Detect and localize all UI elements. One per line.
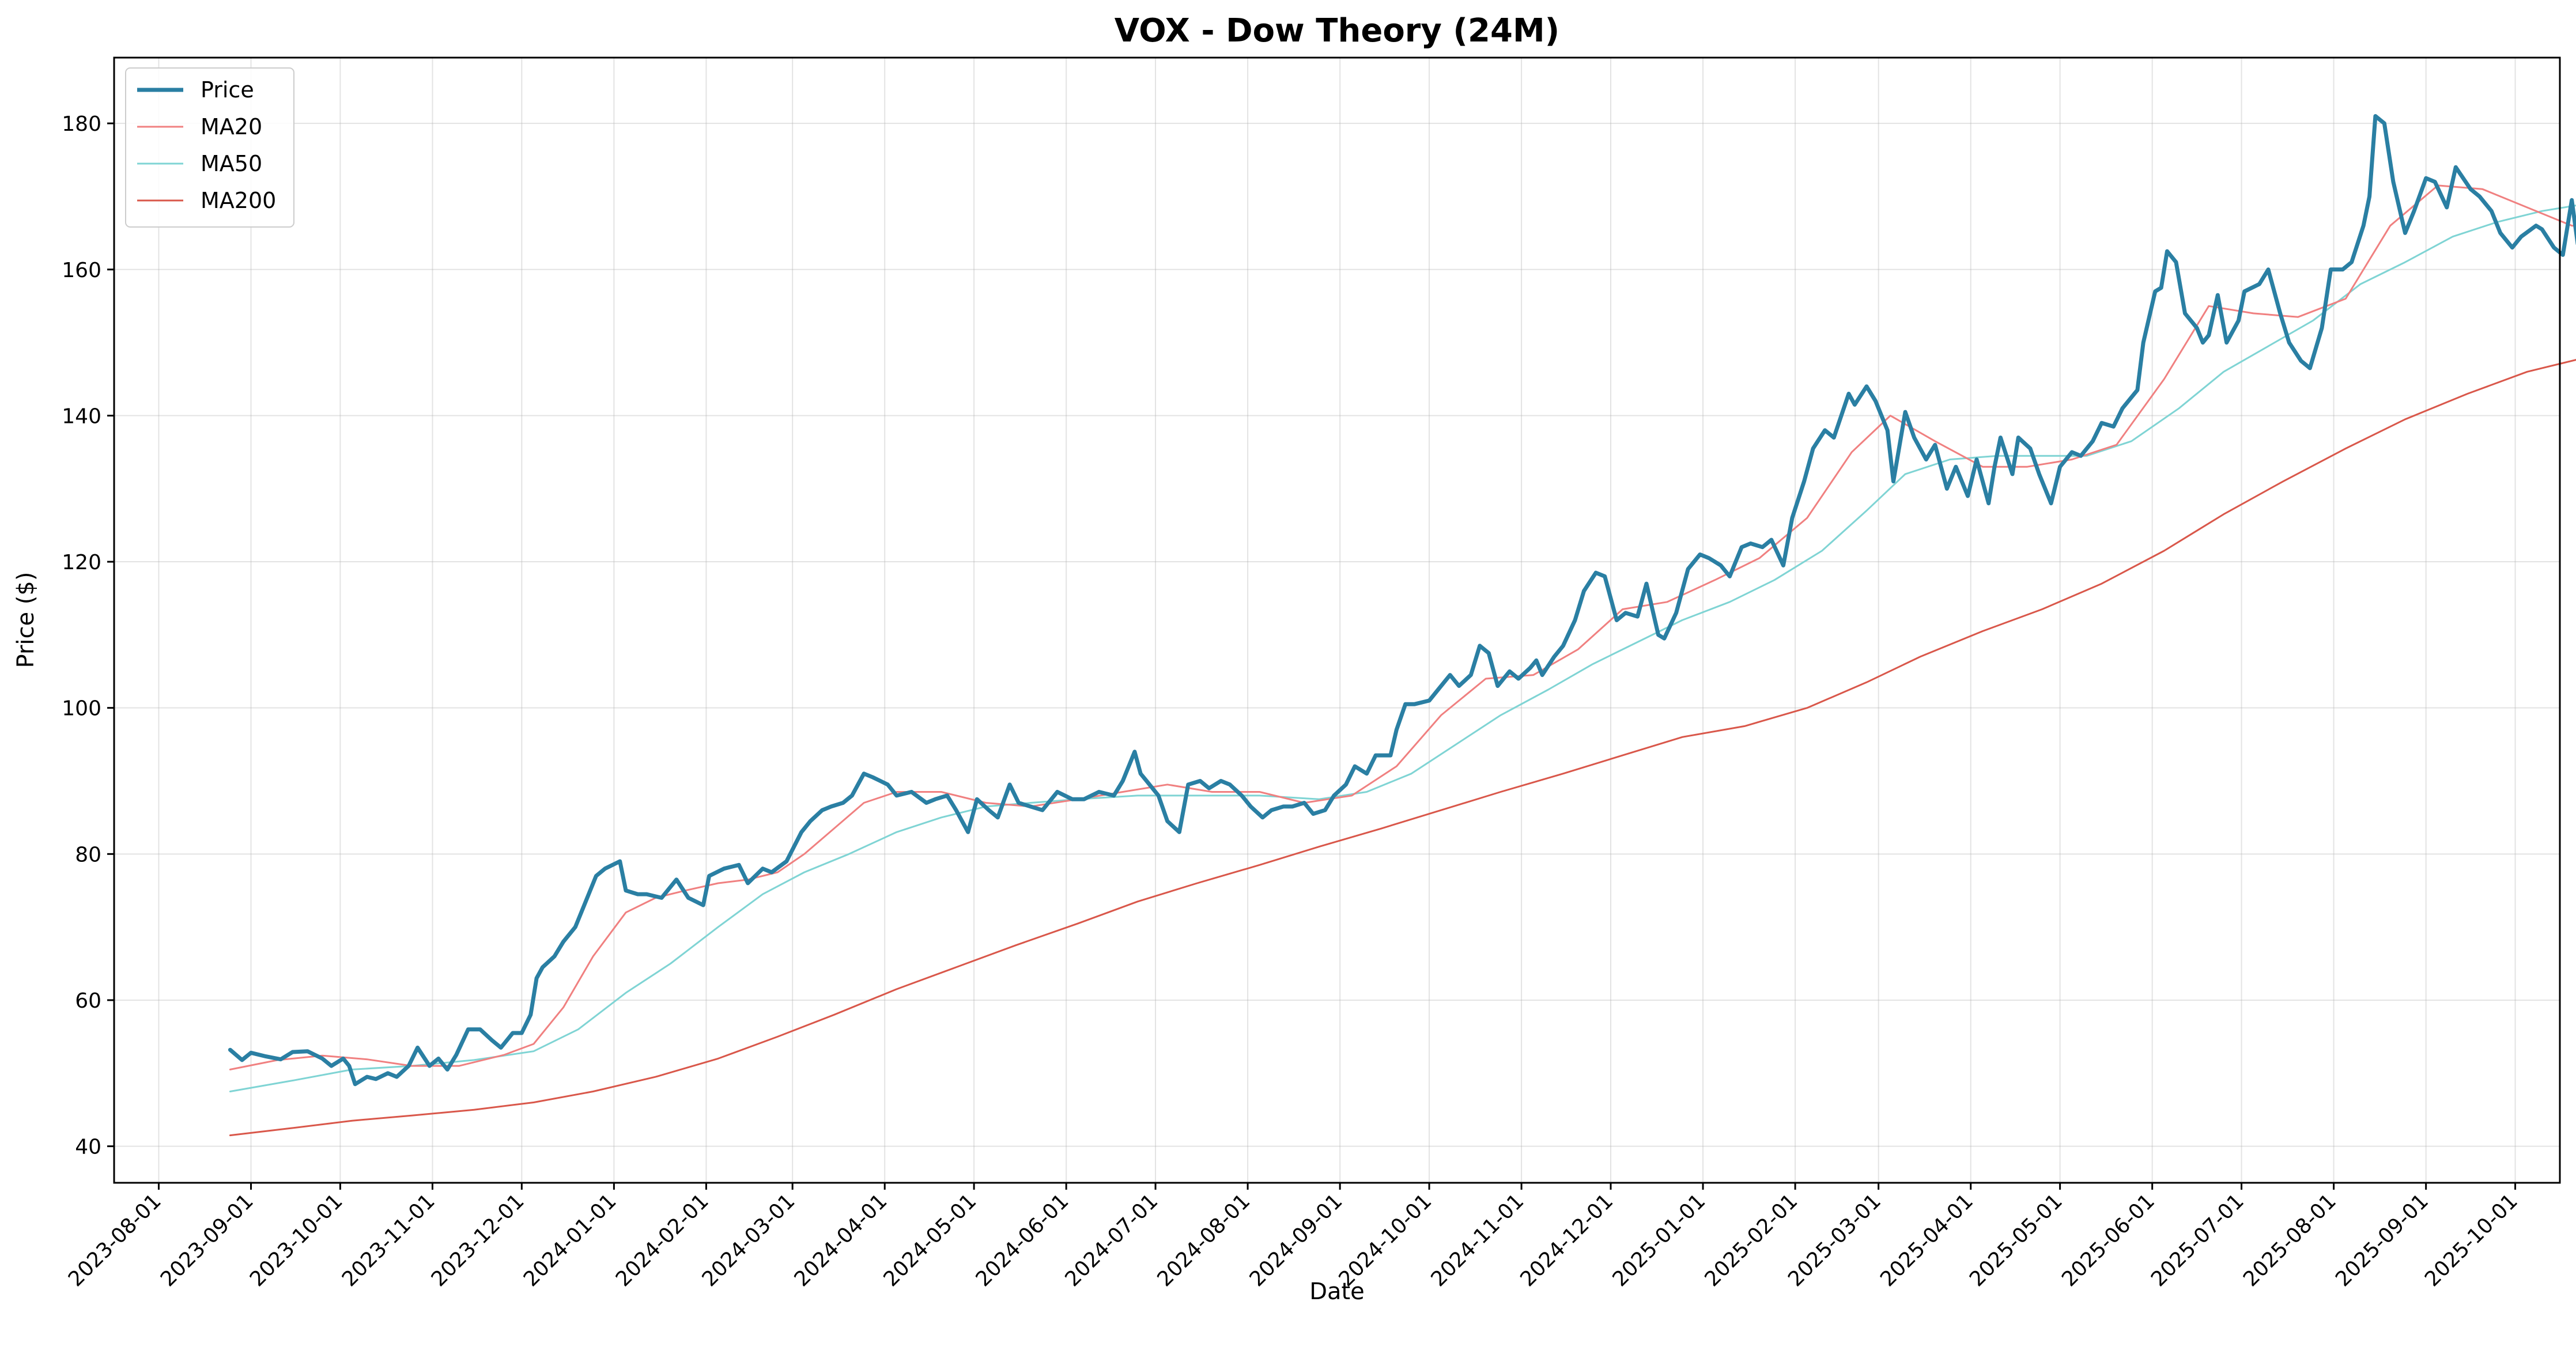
x-axis-label: Date xyxy=(1309,1278,1365,1305)
legend-label: MA50 xyxy=(201,151,262,176)
series-layer xyxy=(228,114,2576,1137)
series-line-ma20 xyxy=(229,184,2576,1070)
series-line-price xyxy=(228,114,2576,1087)
plot-frame xyxy=(113,56,2561,1184)
y-tick-label: 160 xyxy=(62,259,101,282)
y-tick-label: 40 xyxy=(75,1136,101,1159)
legend-label: Price xyxy=(201,77,254,103)
legend-box xyxy=(125,67,294,228)
legend-label: MA200 xyxy=(201,188,276,213)
y-tick-label: 60 xyxy=(75,989,101,1013)
series-line-ma50 xyxy=(229,205,2576,1092)
series-line-ma200 xyxy=(229,358,2576,1137)
legend: Price MA20 MA50 MA200 xyxy=(125,67,294,228)
y-axis-label: Price ($) xyxy=(13,572,39,668)
y-axis: 40 60 80 100 120 140 160 180 xyxy=(62,112,114,1159)
y-tick-label: 180 xyxy=(62,112,101,136)
chart-title: VOX - Dow Theory (24M) xyxy=(1115,12,1560,50)
y-tick-label: 140 xyxy=(62,404,101,428)
y-tick-label: 80 xyxy=(75,843,101,866)
y-tick-label: 120 xyxy=(62,551,101,574)
legend-label: MA20 xyxy=(201,114,262,139)
y-tick-label: 100 xyxy=(62,697,101,721)
